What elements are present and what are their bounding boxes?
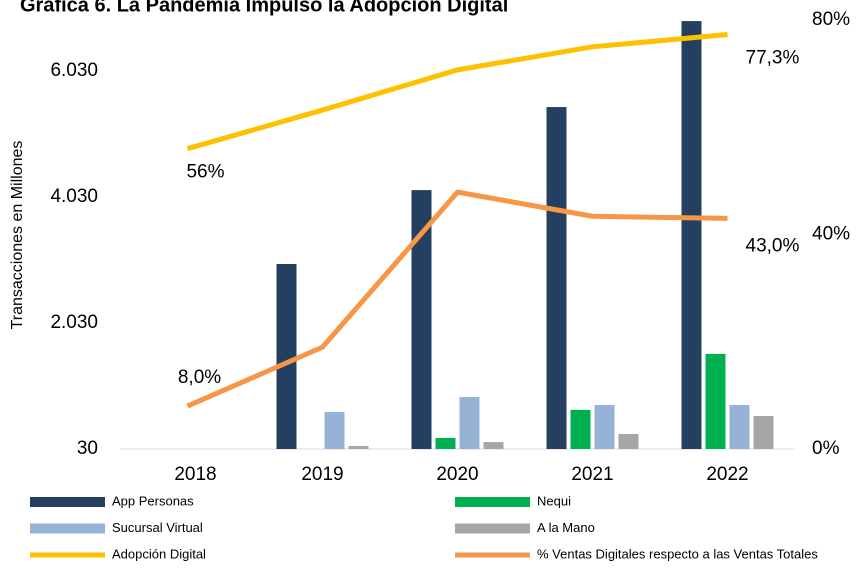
bar	[348, 445, 369, 449]
x-tick-label: 2021	[571, 464, 613, 485]
x-tick-label: 2020	[436, 464, 478, 485]
data-label: 8,0%	[178, 367, 221, 388]
legend-label: Sucursal Virtual	[112, 520, 203, 535]
data-label: 43,0%	[746, 235, 800, 256]
data-label: 77,3%	[746, 47, 800, 68]
bar	[753, 415, 774, 449]
x-tick-label: 2018	[174, 464, 216, 485]
y-axis-label: Transacciones en Millones	[9, 141, 26, 330]
y-tick-label: 6.030	[50, 60, 98, 81]
legend-swatch	[30, 523, 105, 534]
legend-swatch	[455, 497, 530, 507]
bar	[618, 434, 639, 449]
bar	[729, 405, 750, 449]
legend-label: Nequi	[537, 493, 571, 508]
legend-swatch	[455, 523, 530, 534]
bar	[681, 21, 702, 450]
legend-swatch	[30, 497, 105, 507]
y-tick-label: 30	[77, 438, 98, 459]
y2-tick-label: 80%	[812, 9, 850, 30]
y2-tick-label: 40%	[812, 224, 850, 245]
data-label: 56%	[186, 162, 224, 183]
y-tick-label: 2.030	[50, 312, 98, 333]
legend-label: % Ventas Digitales respecto a las Ventas…	[537, 546, 818, 561]
y-tick-label: 4.030	[50, 186, 98, 207]
line	[186, 31, 728, 152]
bar	[411, 190, 432, 449]
x-tick-label: 2022	[706, 464, 748, 485]
bar	[594, 405, 615, 449]
legend-label: A la Mano	[537, 520, 595, 535]
legend-label: App Personas	[112, 493, 194, 508]
legend-label: Adopción Digital	[112, 546, 206, 561]
bar	[459, 397, 480, 449]
bar	[324, 412, 345, 449]
bar	[483, 442, 504, 449]
chart-title: Gráfica 6. La Pandemia Impulsó la Adopci…	[20, 0, 508, 16]
bar	[570, 409, 591, 449]
bar	[276, 263, 297, 449]
y2-tick-label: 0%	[812, 438, 840, 459]
bar	[546, 107, 567, 450]
bar	[705, 353, 726, 449]
line	[186, 189, 728, 409]
bar	[435, 437, 456, 449]
x-tick-label: 2019	[301, 464, 343, 485]
